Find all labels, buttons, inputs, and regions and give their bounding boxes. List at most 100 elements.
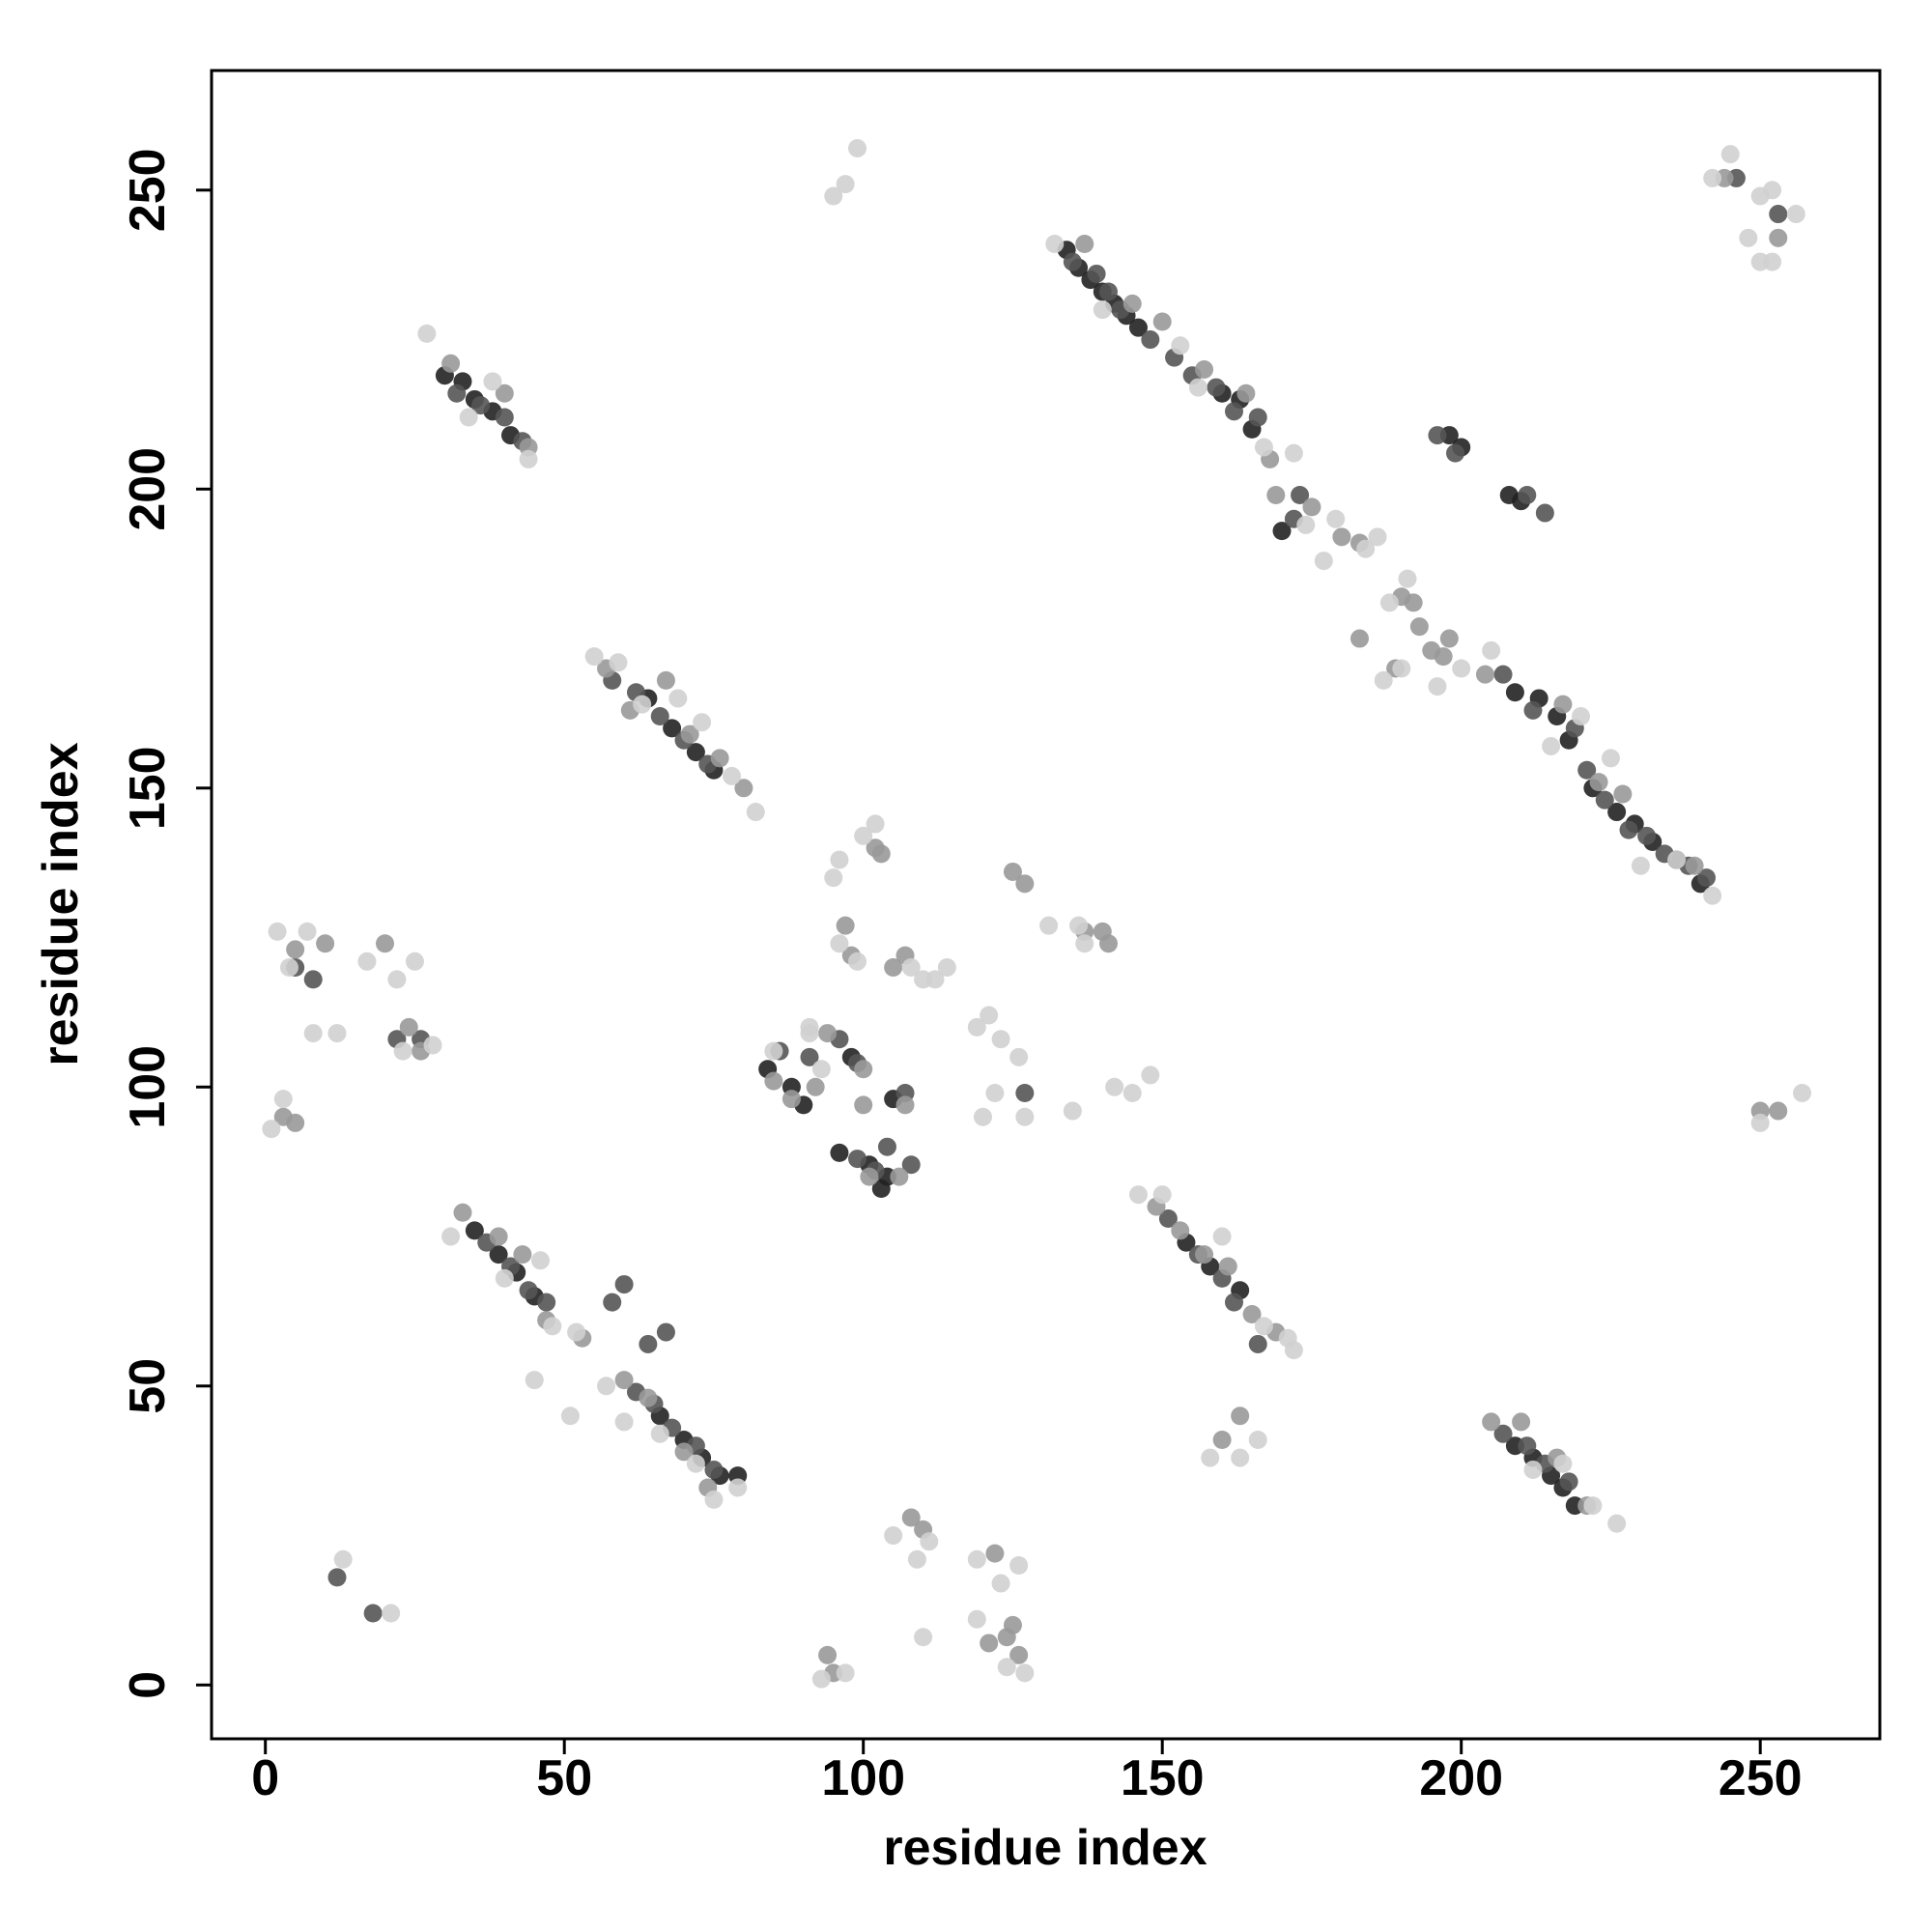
point bbox=[686, 1454, 705, 1473]
point bbox=[1326, 509, 1346, 528]
point bbox=[1003, 862, 1022, 881]
point bbox=[1152, 312, 1172, 331]
point bbox=[656, 1322, 675, 1342]
point bbox=[830, 934, 849, 953]
point bbox=[495, 408, 514, 427]
point bbox=[363, 1604, 383, 1623]
point bbox=[603, 1293, 622, 1312]
point bbox=[1314, 552, 1333, 571]
point bbox=[1063, 1101, 1082, 1121]
point bbox=[1093, 300, 1112, 320]
point bbox=[268, 922, 287, 941]
point bbox=[530, 1251, 550, 1270]
point bbox=[303, 970, 323, 989]
point bbox=[1009, 1047, 1029, 1066]
point bbox=[937, 957, 956, 977]
point bbox=[1786, 205, 1805, 224]
point bbox=[806, 1077, 825, 1096]
point bbox=[357, 952, 377, 971]
point bbox=[543, 1317, 562, 1336]
point bbox=[1015, 1663, 1035, 1683]
point bbox=[1523, 700, 1543, 720]
point bbox=[614, 1371, 634, 1390]
point bbox=[1212, 1227, 1232, 1246]
point bbox=[513, 1245, 532, 1264]
point bbox=[1236, 384, 1256, 403]
point bbox=[399, 1017, 418, 1037]
point bbox=[1583, 1496, 1603, 1516]
point bbox=[1009, 1645, 1029, 1664]
point bbox=[1332, 527, 1351, 547]
point bbox=[650, 1424, 669, 1443]
point bbox=[901, 1155, 921, 1175]
point bbox=[663, 719, 682, 738]
x-axis-label: residue index bbox=[883, 1820, 1207, 1876]
point bbox=[537, 1293, 556, 1312]
point bbox=[1428, 426, 1447, 445]
point bbox=[1141, 1065, 1160, 1085]
point bbox=[489, 1245, 508, 1264]
point bbox=[800, 1047, 819, 1066]
point bbox=[1613, 784, 1633, 804]
point bbox=[489, 1227, 508, 1246]
point bbox=[393, 1041, 412, 1061]
point bbox=[1302, 497, 1321, 517]
point bbox=[693, 713, 712, 732]
point bbox=[423, 1036, 442, 1055]
point bbox=[1045, 235, 1065, 254]
point bbox=[303, 1024, 323, 1043]
point bbox=[1356, 539, 1376, 558]
point bbox=[811, 1060, 831, 1079]
point bbox=[723, 766, 742, 785]
point bbox=[376, 934, 395, 953]
point bbox=[811, 1669, 831, 1689]
point bbox=[1158, 1208, 1178, 1228]
point bbox=[584, 647, 604, 667]
point bbox=[836, 175, 855, 194]
point bbox=[1493, 1424, 1513, 1443]
point bbox=[710, 749, 729, 768]
point bbox=[519, 1281, 538, 1300]
point bbox=[1195, 1245, 1214, 1264]
x-tick-label: 150 bbox=[1121, 1750, 1205, 1806]
point bbox=[298, 922, 317, 941]
point bbox=[273, 1090, 293, 1109]
point bbox=[1224, 1293, 1243, 1312]
point bbox=[279, 957, 298, 977]
y-tick-label: 0 bbox=[120, 1671, 176, 1699]
point bbox=[704, 1490, 724, 1509]
point bbox=[1439, 629, 1459, 648]
point bbox=[1254, 438, 1273, 457]
point bbox=[1105, 1077, 1124, 1096]
point bbox=[1793, 1083, 1812, 1102]
point bbox=[914, 1628, 933, 1647]
point bbox=[1015, 874, 1035, 894]
point bbox=[871, 1179, 891, 1199]
point bbox=[1452, 659, 1471, 678]
point bbox=[495, 384, 514, 403]
point bbox=[1493, 665, 1513, 684]
point bbox=[991, 1030, 1010, 1049]
point bbox=[1248, 1334, 1267, 1353]
point bbox=[471, 396, 491, 415]
x-tick-label: 250 bbox=[1719, 1750, 1803, 1806]
point bbox=[1769, 1101, 1788, 1121]
point bbox=[656, 670, 675, 690]
point bbox=[1763, 252, 1782, 271]
y-tick-label: 100 bbox=[120, 1045, 176, 1129]
point bbox=[1607, 803, 1627, 822]
point bbox=[465, 1221, 484, 1240]
point bbox=[1392, 659, 1411, 678]
point bbox=[560, 1406, 580, 1426]
point bbox=[1572, 707, 1591, 726]
point bbox=[1553, 695, 1573, 714]
point bbox=[1763, 181, 1782, 200]
point bbox=[836, 916, 855, 935]
point bbox=[1278, 1328, 1297, 1348]
point bbox=[967, 1609, 986, 1629]
point bbox=[441, 1227, 461, 1246]
point bbox=[800, 1017, 819, 1037]
point bbox=[1769, 228, 1788, 247]
